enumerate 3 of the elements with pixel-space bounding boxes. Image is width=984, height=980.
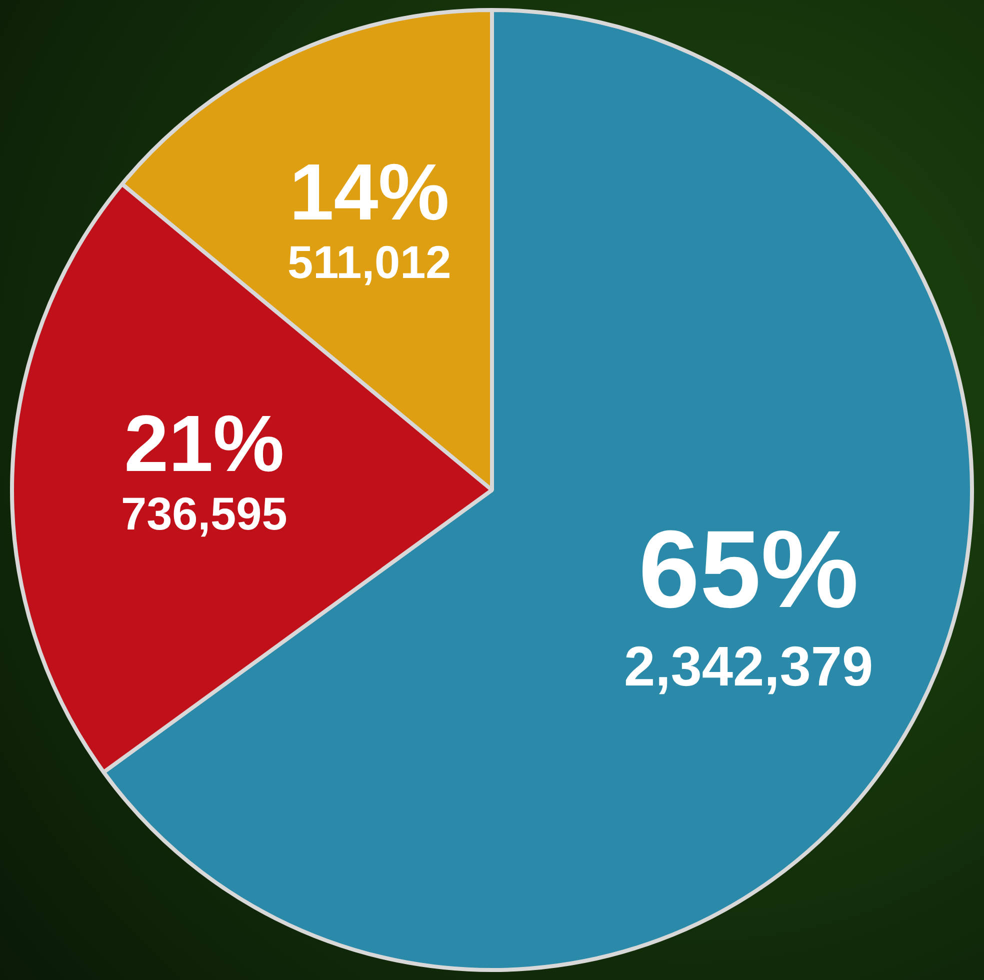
data-label: 65% 2,342,379 <box>624 508 874 698</box>
data-label: 14% 511,012 <box>288 147 452 288</box>
data-label: 21% 736,595 <box>121 399 288 540</box>
